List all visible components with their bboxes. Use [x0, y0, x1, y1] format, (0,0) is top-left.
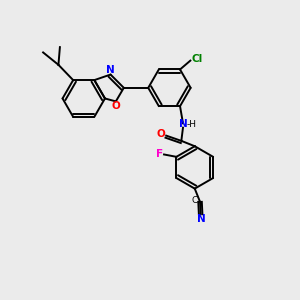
Text: O: O [157, 129, 165, 139]
Text: C: C [192, 196, 198, 205]
Text: Cl: Cl [191, 54, 202, 64]
Text: -H: -H [186, 120, 196, 129]
Text: O: O [112, 101, 121, 111]
Text: F: F [156, 149, 163, 159]
Text: N: N [179, 119, 188, 129]
Text: N: N [106, 64, 115, 74]
Text: N: N [197, 214, 206, 224]
